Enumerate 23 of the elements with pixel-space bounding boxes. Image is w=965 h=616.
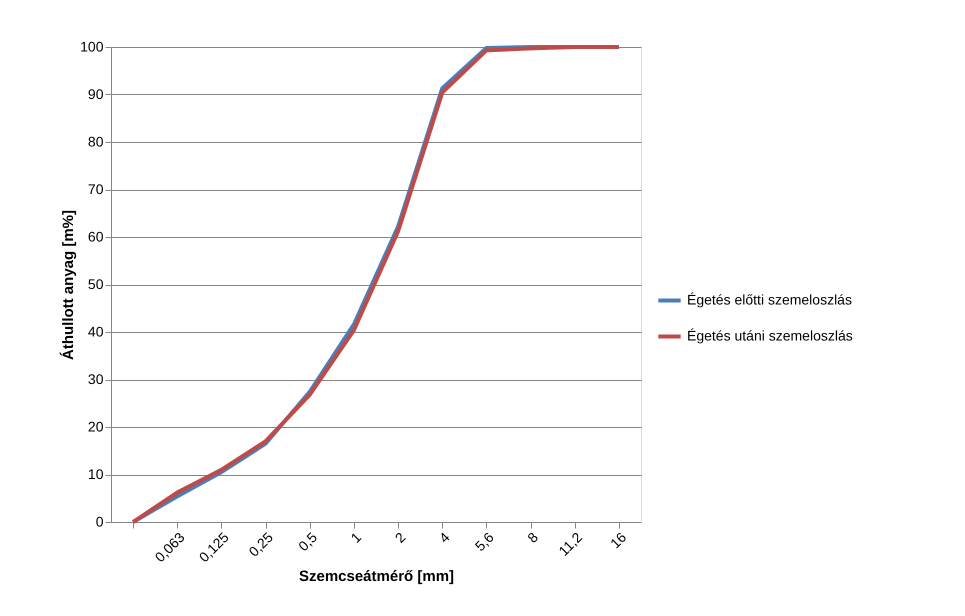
x-tick-label: 5,6 [472, 528, 497, 554]
y-axis-title: Áthullott anyag [m%] [59, 210, 78, 360]
x-tick-label: 1 [347, 528, 364, 546]
x-tick-label: 4 [436, 528, 453, 546]
y-tick-label: 90 [88, 86, 104, 102]
y-tick-label: 70 [88, 181, 104, 197]
y-tick-label: 20 [88, 418, 104, 434]
y-tick-label: 80 [88, 134, 104, 150]
x-tick-label: 8 [524, 528, 542, 546]
y-tick-label: 60 [88, 228, 104, 244]
x-tick-label: 11,2 [555, 528, 586, 559]
y-tick-label: 50 [88, 276, 104, 292]
legend-label: Égetés előtti szemeloszlás [687, 292, 852, 308]
x-tick-label: 0,5 [295, 528, 320, 554]
x-tick-label: 2 [392, 528, 409, 546]
legend-label: Égetés utáni szemeloszlás [687, 328, 853, 344]
x-axis-title: Szemcseátmérő [mm] [298, 568, 454, 586]
y-tick-label: 10 [88, 466, 104, 482]
y-tick-label: 30 [88, 371, 104, 387]
y-tick-label: 0 [96, 514, 104, 530]
x-tick-label: 16 [606, 528, 630, 552]
y-tick-label: 40 [88, 324, 104, 340]
y-tick-label: 100 [80, 38, 104, 54]
